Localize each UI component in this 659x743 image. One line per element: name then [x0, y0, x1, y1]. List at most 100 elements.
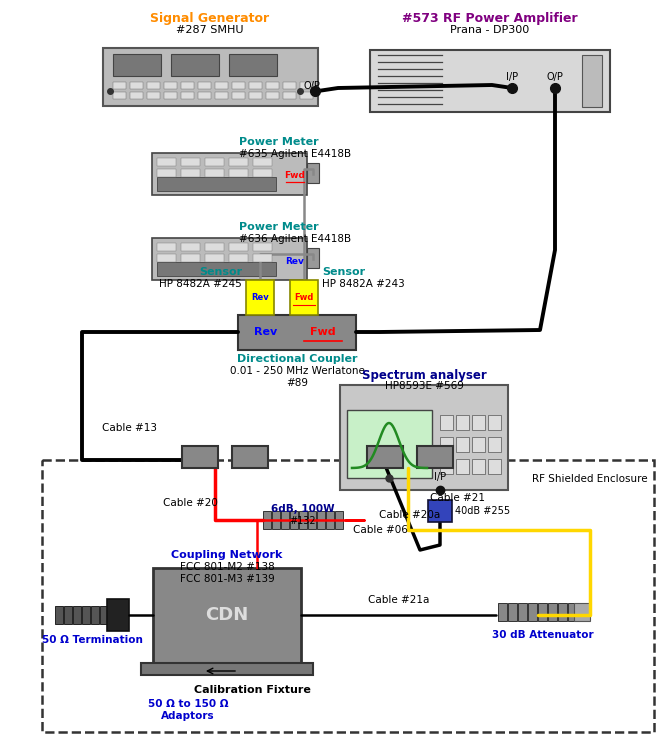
Bar [340, 385, 508, 490]
Bar [181, 254, 200, 262]
Text: Cable #13: Cable #13 [103, 423, 158, 433]
Text: I/P: I/P [434, 472, 446, 482]
Text: RF Shielded Enclosure: RF Shielded Enclosure [532, 474, 648, 484]
Bar [229, 243, 248, 251]
Bar [290, 280, 318, 315]
Bar [367, 446, 403, 468]
Text: Fwd: Fwd [295, 293, 314, 302]
Bar [456, 459, 469, 474]
Bar [582, 55, 602, 107]
Bar [456, 437, 469, 452]
Text: 50 Ω Termination: 50 Ω Termination [42, 635, 142, 645]
Bar [574, 603, 590, 621]
Bar [299, 511, 307, 529]
Bar [181, 243, 200, 251]
Bar [307, 248, 319, 268]
Text: Rev: Rev [285, 256, 304, 265]
Bar [253, 243, 272, 251]
Bar [182, 446, 218, 468]
Bar [518, 603, 527, 621]
Bar [229, 158, 248, 166]
Text: Power Meter: Power Meter [239, 222, 318, 232]
Text: HP 8482A #245: HP 8482A #245 [159, 279, 242, 289]
Bar [440, 437, 453, 452]
Bar [266, 82, 279, 89]
Text: CDN: CDN [206, 606, 248, 624]
Bar [215, 92, 228, 99]
Bar [568, 603, 577, 621]
Text: #636 Agilent E4418B: #636 Agilent E4418B [239, 234, 351, 244]
Bar [130, 82, 143, 89]
Bar [347, 410, 432, 478]
Bar [283, 92, 296, 99]
Bar [147, 92, 160, 99]
Text: FCC 801-M3 #139: FCC 801-M3 #139 [180, 574, 274, 584]
Bar [300, 92, 313, 99]
Bar [157, 169, 176, 177]
Bar [308, 511, 316, 529]
Text: Calibration Fixture: Calibration Fixture [194, 685, 310, 695]
Bar [508, 603, 517, 621]
Bar [538, 603, 547, 621]
Bar [152, 238, 307, 280]
Bar [205, 254, 224, 262]
Text: 40dB #255: 40dB #255 [455, 506, 510, 516]
Bar [232, 446, 268, 468]
Bar [164, 82, 177, 89]
Bar [249, 82, 262, 89]
Bar [205, 158, 224, 166]
Bar [153, 568, 301, 663]
Bar [281, 511, 289, 529]
Bar [290, 511, 298, 529]
Bar [300, 82, 313, 89]
Bar [238, 315, 356, 350]
Text: Cable #20a: Cable #20a [379, 510, 440, 520]
Bar [103, 48, 318, 106]
Bar [370, 50, 610, 112]
Bar [171, 54, 219, 76]
Bar [181, 158, 200, 166]
Text: I/P: I/P [506, 72, 518, 82]
Bar [272, 511, 280, 529]
Bar [164, 92, 177, 99]
Bar [181, 169, 200, 177]
Bar [232, 92, 245, 99]
Bar [147, 82, 160, 89]
Text: Sensor: Sensor [199, 267, 242, 277]
Text: Adaptors: Adaptors [161, 711, 215, 721]
Bar [456, 415, 469, 430]
Text: Cable #20: Cable #20 [163, 498, 217, 508]
Bar [229, 54, 277, 76]
Text: HP8593E #569: HP8593E #569 [385, 381, 463, 391]
Bar [253, 169, 272, 177]
Bar [229, 254, 248, 262]
Bar [472, 437, 485, 452]
Bar [55, 606, 63, 624]
Bar [157, 262, 276, 276]
Bar [205, 243, 224, 251]
Bar [157, 177, 276, 191]
Bar [283, 82, 296, 89]
Bar [229, 169, 248, 177]
Bar [205, 169, 224, 177]
Bar [73, 606, 81, 624]
Text: Cable #06: Cable #06 [353, 525, 407, 535]
Bar [249, 92, 262, 99]
Bar [528, 603, 537, 621]
Bar [82, 606, 90, 624]
Text: Coupling Network: Coupling Network [171, 550, 283, 560]
Bar [488, 415, 501, 430]
Bar [428, 500, 452, 522]
Bar [107, 599, 129, 631]
Text: Rev: Rev [251, 293, 269, 302]
Text: HP 8482A #243: HP 8482A #243 [322, 279, 405, 289]
Bar [152, 153, 307, 195]
Bar [198, 92, 211, 99]
Bar [498, 603, 507, 621]
Bar [317, 511, 325, 529]
Bar [181, 82, 194, 89]
Bar [157, 158, 176, 166]
Text: 30 dB Attenuator: 30 dB Attenuator [492, 630, 594, 640]
Text: #573 RF Power Amplifier: #573 RF Power Amplifier [402, 12, 578, 25]
Bar [253, 158, 272, 166]
